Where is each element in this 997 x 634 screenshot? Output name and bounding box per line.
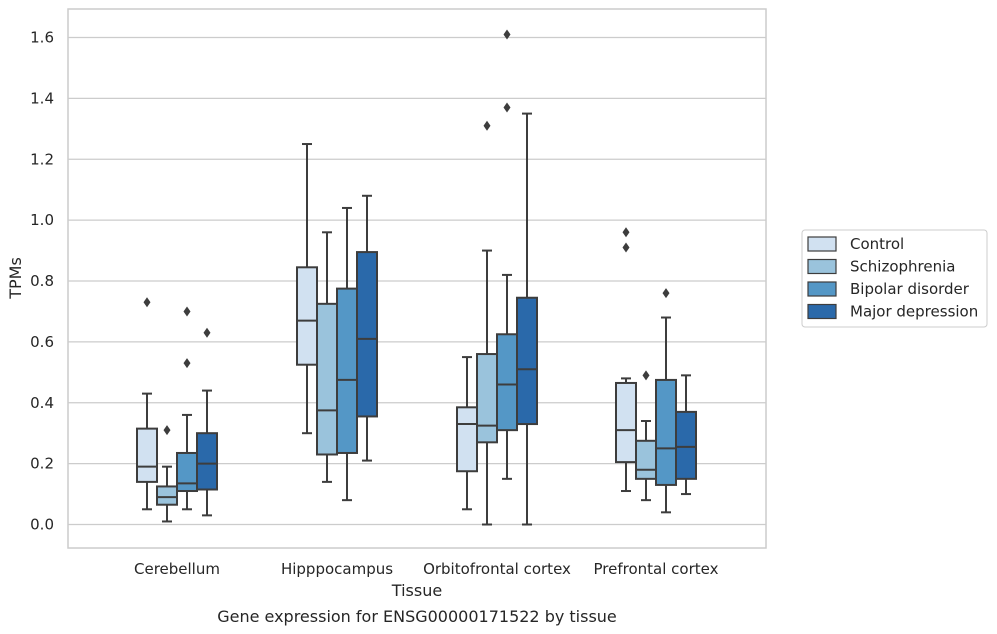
box-iqr [336,287,358,454]
box-major-depression [516,112,538,526]
box-iqr [496,333,518,432]
legend: Control Schizophrenia Bipolar disorder Majo… [801,229,988,328]
outlier-point [642,370,650,381]
box-iqr [156,485,178,506]
legend-label: Major depression [850,303,978,321]
box-bipolar-disorder [496,29,518,480]
chart-caption: Gene expression for ENSG00000171522 by t… [217,607,617,626]
outlier-point [622,227,630,238]
y-tick-label: 1.0 [30,211,54,229]
y-tick-label: 0.0 [30,516,54,534]
legend-swatch [807,281,837,297]
y-tick-label: 1.2 [30,150,54,168]
legend-swatch [807,258,837,275]
y-tick-label: 0.8 [30,272,54,290]
box-iqr [176,451,198,493]
box-control [296,143,318,435]
box-bipolar-disorder [655,288,677,514]
box-iqr [356,251,378,418]
box-iqr [316,302,338,456]
outlier-point [503,102,511,113]
box-iqr [655,378,677,486]
box-iqr [615,381,637,464]
y-tick-labels: 0.0 0.2 0.4 0.6 0.8 1.0 1.2 1.4 1.6 [30,29,54,534]
outlier-point [622,242,630,253]
box-schizophrenia [156,425,178,523]
x-axis-label: Tissue [391,581,442,600]
outlier-point [183,358,191,369]
outlier-point [183,306,191,317]
y-tick-label: 0.2 [30,455,54,473]
box-control [456,356,478,511]
x-tick-label: Hipppocampus [281,560,393,578]
box-iqr [675,410,697,480]
box-iqr [456,406,478,473]
y-tick-label: 1.4 [30,89,54,107]
legend-swatch [807,236,837,252]
outlier-point [143,297,151,308]
y-tick-label: 0.4 [30,394,54,412]
box-iqr [516,296,538,426]
box-control [136,297,158,511]
y-axis-label: TPMs [6,257,25,300]
gridlines [68,36,766,526]
legend-label: Schizophrenia [850,258,955,276]
plot-frame [67,8,767,549]
x-tick-labels: Cerebellum Hipppocampus Orbitofrontal cort… [134,560,719,578]
box-iqr [136,427,158,483]
y-tick-label: 1.6 [30,29,54,47]
legend-box [801,229,988,328]
legend-swatch [807,303,837,320]
outlier-point [203,327,211,338]
x-tick-label: Orbitofrontal cortex [423,560,571,578]
box-groups [136,29,697,526]
x-tick-label: Prefrontal cortex [594,560,719,578]
outlier-point [503,29,511,40]
box-major-depression [675,374,697,496]
box-iqr [296,266,318,366]
box-major-depression [196,327,218,517]
box-schizophrenia [635,370,657,502]
x-tick-label: Cerebellum [134,560,220,578]
box-iqr [476,353,498,444]
box-control [615,227,637,493]
box-major-depression [356,194,378,462]
box-schizophrenia [476,120,498,526]
legend-label: Control [850,235,904,253]
legend-label: Bipolar disorder [850,280,970,298]
y-tick-label: 0.6 [30,333,54,351]
outlier-point [662,288,670,299]
box-bipolar-disorder [336,206,358,502]
outlier-point [483,120,491,131]
outlier-point [163,425,171,436]
box-iqr [196,432,218,491]
box-iqr [635,439,657,480]
